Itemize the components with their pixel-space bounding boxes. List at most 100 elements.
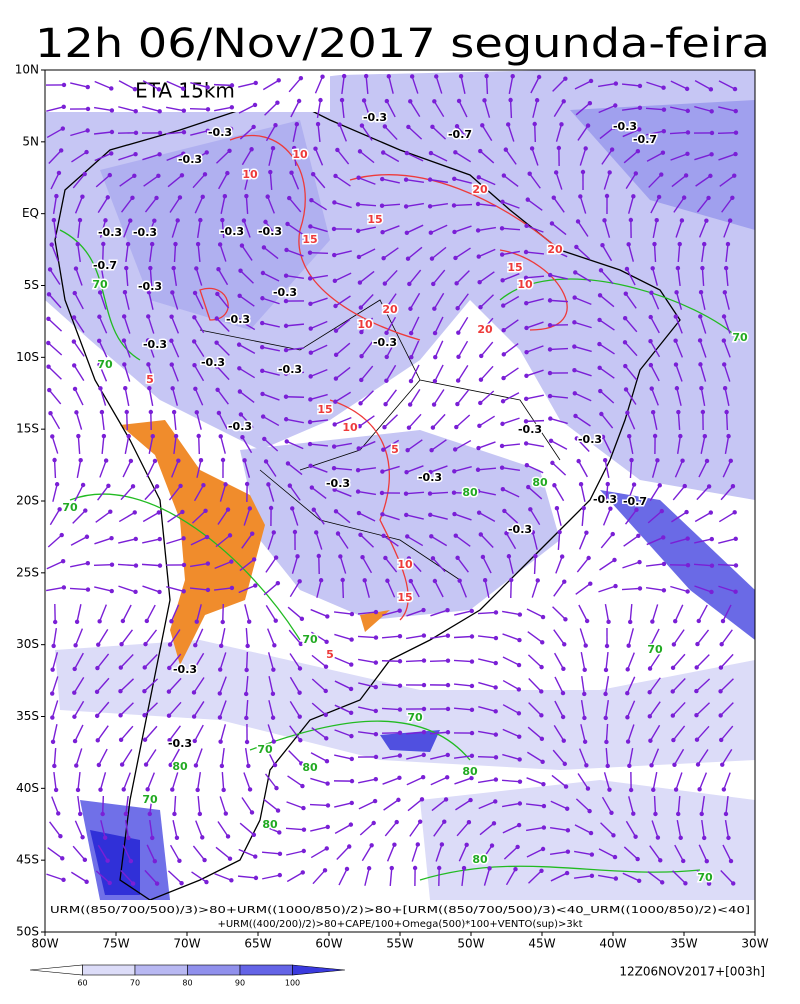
wind-head xyxy=(626,667,630,671)
wind-shaft xyxy=(94,565,112,566)
wind-head xyxy=(110,563,114,567)
wind-head xyxy=(732,173,736,177)
wind-head xyxy=(560,554,564,558)
wind-head xyxy=(380,204,384,208)
wind-head xyxy=(335,148,339,152)
wind-head xyxy=(605,194,609,198)
wind-head xyxy=(201,483,205,487)
wind-head xyxy=(374,635,378,639)
wind-head xyxy=(722,338,726,342)
wind-head xyxy=(122,338,126,342)
wind-head xyxy=(651,788,655,792)
wind-head xyxy=(456,355,460,359)
wind-head xyxy=(548,273,552,277)
wind-head xyxy=(218,691,222,695)
wind-head xyxy=(452,230,456,234)
wind-head xyxy=(177,859,181,863)
wind-head xyxy=(599,412,603,416)
wind-head xyxy=(215,316,219,320)
wind-head xyxy=(46,365,50,369)
wind-head xyxy=(697,787,701,791)
wind-head xyxy=(332,227,336,231)
wind-head xyxy=(242,458,246,462)
wind-head xyxy=(726,434,730,438)
wind-head xyxy=(299,76,303,80)
wind-head xyxy=(453,256,457,260)
wind-head xyxy=(48,267,52,271)
wind-head xyxy=(192,690,196,694)
wind-head xyxy=(271,146,275,150)
wind-head xyxy=(548,298,552,302)
wind-head xyxy=(72,667,76,671)
contour-label: -0.3 xyxy=(273,286,297,299)
wind-head xyxy=(382,425,386,429)
wind-head xyxy=(122,362,126,366)
wind-head xyxy=(271,716,275,720)
wind-head xyxy=(662,129,666,133)
wind-head xyxy=(494,636,498,640)
wind-head xyxy=(359,354,363,358)
wind-head xyxy=(524,350,528,354)
wind-head xyxy=(524,250,528,254)
wind-head xyxy=(336,531,340,535)
wind-head xyxy=(661,86,665,90)
wind-head xyxy=(104,458,108,462)
wind-head xyxy=(131,881,135,885)
wind-head xyxy=(476,468,480,472)
wind-head xyxy=(237,366,241,370)
wind-head xyxy=(143,738,147,742)
wind-head xyxy=(121,619,125,623)
wind-head xyxy=(206,561,210,565)
wind-head xyxy=(526,197,530,201)
wind-head xyxy=(360,555,364,559)
wind-head xyxy=(524,397,528,401)
wind-head xyxy=(671,666,675,670)
contour-label: -0.7 xyxy=(93,259,117,272)
wind-head xyxy=(623,316,627,320)
contour-label: 10 xyxy=(342,421,358,434)
wind-head xyxy=(683,484,687,488)
wind-head xyxy=(719,642,723,646)
wind-head xyxy=(588,582,592,586)
wind-head xyxy=(97,619,101,623)
wind-head xyxy=(383,556,387,560)
wind-head xyxy=(59,148,63,152)
wind-head xyxy=(199,458,203,462)
wind-head xyxy=(421,608,425,612)
wind-head xyxy=(176,458,180,462)
wind-head xyxy=(540,737,544,741)
wind-head xyxy=(333,304,337,308)
wind-head xyxy=(46,341,50,345)
wind-head xyxy=(230,83,234,87)
wind-head xyxy=(561,691,565,695)
wind-head xyxy=(627,434,631,438)
wind-head xyxy=(524,374,528,378)
wind-head xyxy=(648,714,652,718)
wind-head xyxy=(367,866,371,870)
wind-head xyxy=(218,739,222,743)
wind-head xyxy=(455,402,459,406)
wind-head xyxy=(584,643,588,647)
wind-head xyxy=(625,691,629,695)
wind-head xyxy=(106,195,110,199)
wind-head xyxy=(660,880,664,884)
wind-head xyxy=(200,835,204,839)
wind-head xyxy=(550,461,554,465)
wind-head xyxy=(122,314,126,318)
wind-head xyxy=(229,878,233,882)
wind-head xyxy=(244,668,248,672)
wind-head xyxy=(515,845,519,849)
contour-label: 70 xyxy=(302,633,318,646)
wind-head xyxy=(374,610,378,614)
wind-head xyxy=(286,461,290,465)
wind-head xyxy=(662,562,666,566)
wind-head xyxy=(324,640,328,644)
wind-head xyxy=(573,270,577,274)
wind-head xyxy=(332,422,336,426)
wind-head xyxy=(603,692,607,696)
lon-label: 50W xyxy=(457,937,484,951)
wind-head xyxy=(129,859,133,863)
contour-label: -0.3 xyxy=(178,153,202,166)
wind-head xyxy=(62,105,66,109)
wind-head xyxy=(708,174,712,178)
